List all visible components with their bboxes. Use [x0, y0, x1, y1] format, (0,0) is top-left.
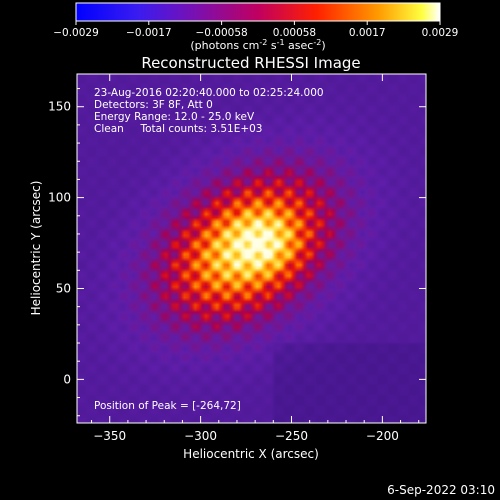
colorbar-ticks: −0.0029 −0.0017 −0.00058 0.00058 0.0017 0.002…	[53, 21, 458, 39]
colorbar-tick-label: 0.00058	[273, 27, 316, 39]
axis-ticks: −350 −300 −250 −200 0 50 100 150	[48, 74, 426, 443]
colorbar	[75, 2, 441, 22]
plot-frame	[76, 73, 427, 424]
y-tick-label: 50	[56, 281, 71, 295]
x-tick-label: −300	[184, 429, 217, 443]
info-clean: Clean Total counts: 3.51E+03	[94, 123, 263, 135]
info-detectors: Detectors: 3F 8F, Att 0	[94, 99, 213, 111]
chart-title: Reconstructed RHESSI Image	[141, 54, 360, 72]
colorbar-tick-label: −0.0029	[53, 27, 99, 39]
colorbar-tick-label: −0.0017	[126, 27, 172, 39]
y-axis-label: Heliocentric Y (arcsec)	[29, 181, 43, 316]
colorbar-tick-label: 0.0017	[349, 27, 386, 39]
x-tick-label: −200	[366, 429, 399, 443]
colorbar-tick-label: 0.0029	[422, 27, 459, 39]
y-tick-label: 150	[48, 100, 71, 114]
x-tick-label: −250	[275, 429, 308, 443]
x-axis-label: Heliocentric X (arcsec)	[183, 447, 319, 461]
footer-date: 6-Sep-2022 03:10	[387, 483, 495, 497]
info-time-range: 23-Aug-2016 02:20:40.000 to 02:25:24.000	[94, 87, 324, 99]
colorbar-tick-label: −0.00058	[195, 27, 247, 39]
y-tick-label: 0	[63, 372, 71, 386]
y-tick-label: 100	[48, 191, 71, 205]
heatmap-image	[77, 74, 426, 423]
x-tick-label: −350	[93, 429, 126, 443]
colorbar-units: (photons cm-2 s-1 asec-2)	[190, 38, 325, 52]
info-energy: Energy Range: 12.0 - 25.0 keV	[94, 111, 255, 123]
info-peak: Position of Peak = [-264,72]	[94, 400, 241, 412]
